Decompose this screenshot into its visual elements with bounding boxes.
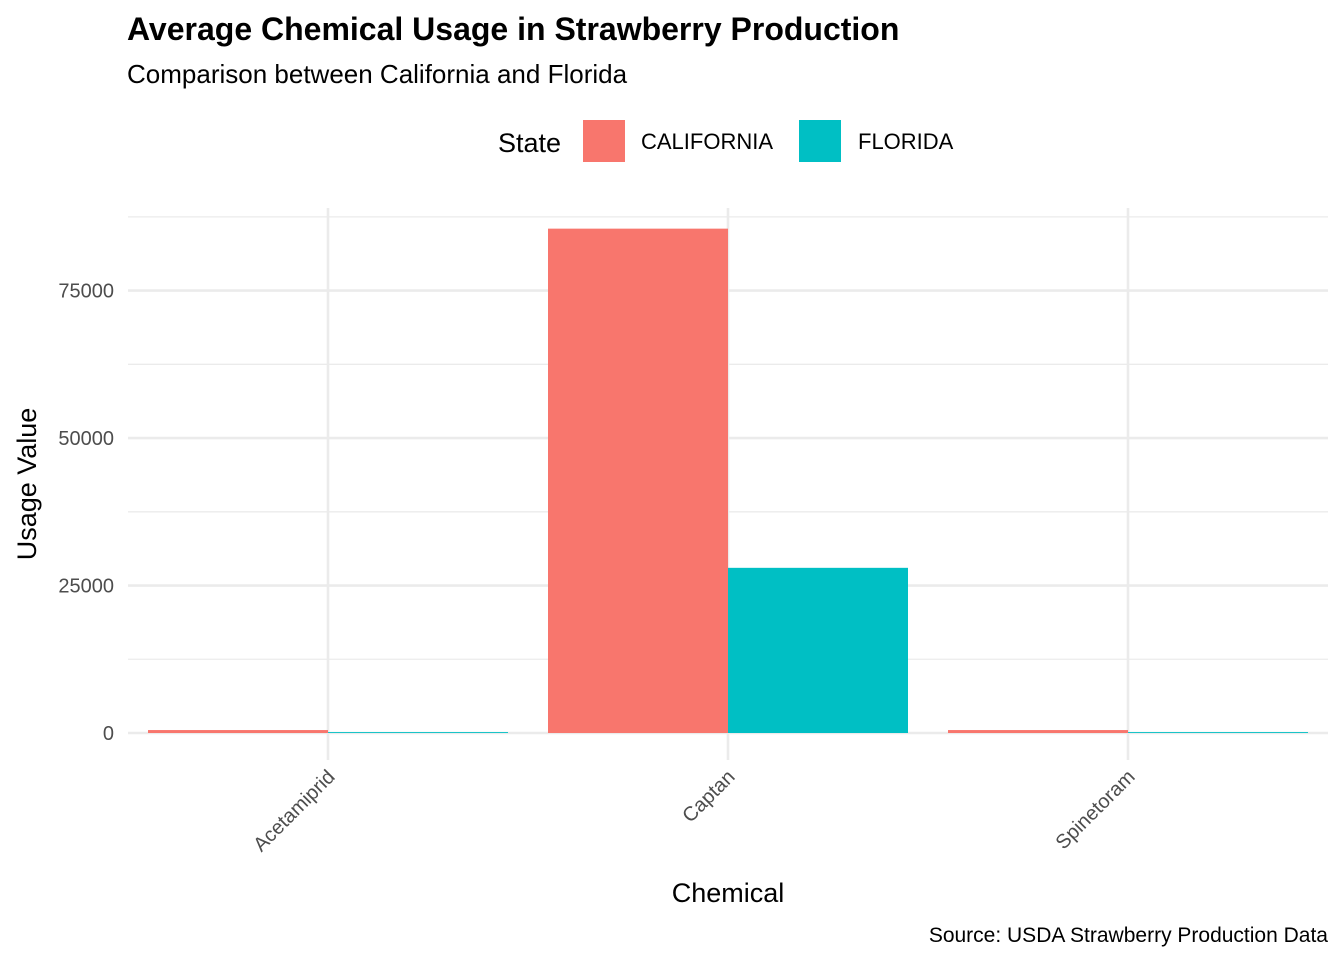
y-tick-label: 75000 <box>58 281 114 303</box>
y-tick-label: 25000 <box>58 576 114 598</box>
bar-captan-florida <box>728 567 908 733</box>
y-axis-ticks: 0 25000 50000 75000 <box>58 281 114 745</box>
bar-acetamiprid-california <box>148 730 328 733</box>
legend: State CALIFORNIA FLORIDA <box>498 120 954 162</box>
chart-title: Average Chemical Usage in Strawberry Pro… <box>127 11 899 47</box>
chart-caption: Source: USDA Strawberry Production Data <box>929 924 1328 947</box>
bar-spinetoram-california <box>948 730 1128 733</box>
legend-swatch-florida <box>799 120 841 162</box>
x-tick-label: Spinetoram <box>1052 766 1140 854</box>
bar-captan-california <box>548 228 728 734</box>
bar-spinetoram-florida <box>1128 732 1308 733</box>
x-tick-label: Acetamiprid <box>249 766 339 856</box>
legend-label-florida: FLORIDA <box>858 129 954 154</box>
y-axis-title: Usage Value <box>12 408 42 561</box>
legend-title: State <box>498 128 561 158</box>
x-tick-label: Captan <box>678 766 739 827</box>
bars <box>148 228 1308 734</box>
legend-label-california: CALIFORNIA <box>641 129 773 154</box>
x-axis-title: Chemical <box>672 878 785 908</box>
y-tick-label: 0 <box>103 723 114 745</box>
x-axis-ticks: Acetamiprid Captan Spinetoram <box>249 766 1139 856</box>
legend-swatch-california <box>583 120 625 162</box>
bar-acetamiprid-florida <box>328 732 508 733</box>
chart-subtitle: Comparison between California and Florid… <box>127 59 628 89</box>
y-tick-label: 50000 <box>58 428 114 450</box>
